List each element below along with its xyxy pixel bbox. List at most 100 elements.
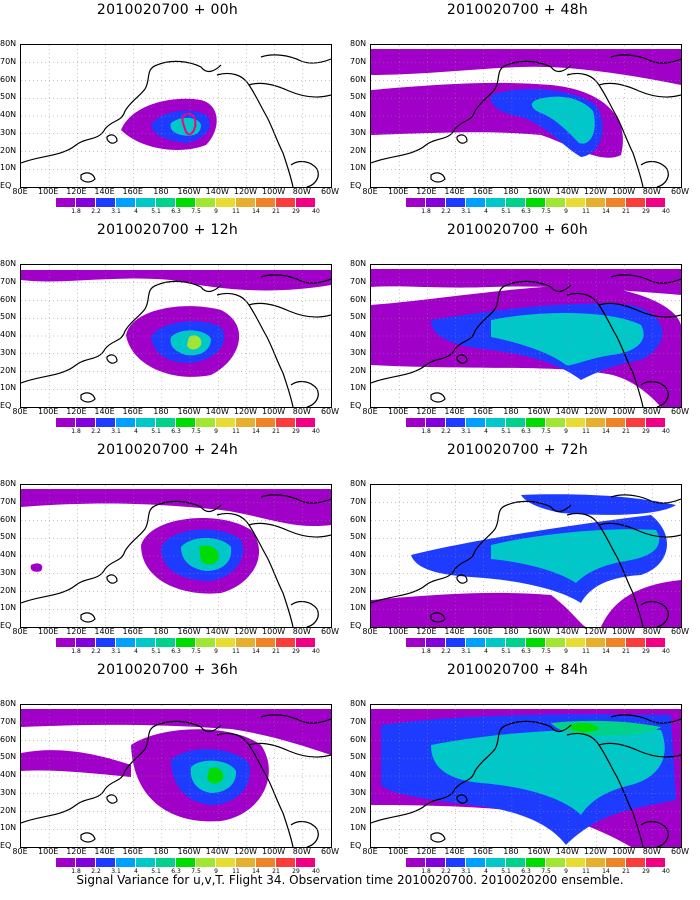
longitude-label: 100E	[388, 847, 409, 856]
longitude-label: 160E	[122, 627, 143, 636]
colorbar-cell	[116, 418, 136, 427]
variance-map	[21, 265, 331, 407]
colorbar-cell	[236, 858, 256, 867]
colorbar-cell	[196, 638, 216, 647]
latitude-label: EQ	[0, 401, 12, 410]
colorbar-cell	[196, 198, 216, 207]
colorbar	[406, 858, 666, 867]
latitude-label: 80N	[0, 39, 17, 48]
longitude-label: 120E	[416, 187, 437, 196]
variance-map	[21, 45, 331, 187]
longitude-label: 120E	[66, 627, 87, 636]
longitude-label: 100W	[262, 627, 286, 636]
colorbar-label: 5.1	[151, 868, 161, 875]
longitude-label: 140W	[205, 847, 229, 856]
panel-title: 2010020700 + 84h	[446, 662, 589, 678]
colorbar-cell	[626, 638, 646, 647]
colorbar-label: 6.3	[521, 868, 531, 875]
colorbar-label: 3.1	[461, 428, 471, 435]
longitude-label: 80E	[12, 187, 28, 196]
longitude-label: 140E	[444, 627, 465, 636]
colorbar-label: 11	[232, 868, 240, 875]
latitude-labels: 80N 70N 60N 50N 40N 30N 20N 10N EQ	[350, 480, 370, 630]
colorbar-label: 7.5	[191, 428, 201, 435]
colorbar-label: 6.3	[521, 428, 531, 435]
colorbar	[56, 858, 316, 867]
latitude-label: 50N	[0, 752, 17, 762]
colorbar-cell	[96, 198, 116, 207]
colorbar-cell	[606, 858, 626, 867]
panel-title: 2010020700 + 48h	[446, 2, 589, 18]
latitude-label: 20N	[350, 365, 367, 375]
longitude-label: 100W	[612, 407, 636, 416]
longitude-label: 140E	[94, 187, 115, 196]
longitude-label: 180	[153, 847, 169, 856]
longitude-label: 160E	[122, 407, 143, 416]
longitude-label: 120E	[416, 627, 437, 636]
colorbar-labels: 1.8 2.2 3.1 4 5.1 6.3 7.5 9 11 14 21 29 40	[56, 648, 320, 656]
latitude-label: 50N	[0, 312, 17, 322]
colorbar-cell	[296, 198, 316, 207]
colorbar-cell	[116, 638, 136, 647]
colorbar-cell	[156, 638, 176, 647]
colorbar-label: 9	[564, 648, 568, 655]
longitude-label: 100W	[262, 847, 286, 856]
colorbar-label: 3.1	[461, 868, 471, 875]
colorbar-label: 11	[232, 648, 240, 655]
colorbar-cell	[216, 858, 236, 867]
longitude-label: 160W	[527, 407, 551, 416]
longitude-label: 160E	[122, 187, 143, 196]
colorbar-label: 40	[662, 868, 670, 875]
longitude-label: 60W	[320, 847, 340, 856]
colorbar-cell	[256, 858, 276, 867]
colorbar-label: 9	[214, 648, 218, 655]
latitude-label: 10N	[350, 823, 367, 833]
coastline	[21, 494, 331, 627]
latitude-label: EQ	[0, 621, 12, 630]
colorbar-cell	[296, 638, 316, 647]
longitude-label: 120W	[233, 187, 258, 196]
map-panel-36h: 2010020700 + 36h 80N 70N 60N 50N 40N 30N 20N 10…	[0, 662, 339, 882]
colorbar-cell	[546, 198, 566, 207]
latitude-label: 30N	[350, 347, 367, 357]
map-frame	[20, 264, 332, 408]
colorbar-cell	[566, 418, 586, 427]
longitude-label: 120W	[583, 187, 608, 196]
longitude-labels: 80E 100E 120E 140E 160E 180 160W 140W 120W 100W 80…	[362, 187, 689, 197]
colorbar-label: 11	[232, 208, 240, 215]
longitude-label: 60W	[320, 407, 340, 416]
latitude-label: 40N	[350, 330, 367, 339]
map-panel-60h: 2010020700 + 60h 80N 70N 60N 50N 40N 30N 20N 10…	[350, 222, 689, 442]
colorbar-label: 4	[134, 868, 138, 875]
colorbar-cell	[176, 858, 196, 867]
longitude-label: 180	[503, 187, 519, 196]
colorbar-label: 5.1	[151, 208, 161, 215]
longitude-label: 160W	[527, 847, 551, 856]
colorbar-label: 11	[582, 648, 590, 655]
latitude-label: EQ	[350, 621, 362, 630]
colorbar-label: 3.1	[461, 648, 471, 655]
colorbar-cell	[466, 638, 486, 647]
colorbar-label: 1.8	[421, 648, 431, 655]
colorbar-cell	[136, 858, 156, 867]
latitude-label: 40N	[0, 550, 17, 559]
colorbar-label: 6.3	[171, 428, 181, 435]
colorbar-label: 7.5	[191, 648, 201, 655]
colorbar-cell	[196, 858, 216, 867]
colorbar-cell	[446, 638, 466, 647]
longitude-label: 120W	[233, 847, 258, 856]
longitude-label: 100W	[612, 627, 636, 636]
colorbar-cell	[116, 858, 136, 867]
longitude-label: 140E	[94, 627, 115, 636]
latitude-label: 80N	[350, 479, 367, 488]
colorbar-label: 40	[662, 648, 670, 655]
colorbar-cell	[216, 418, 236, 427]
colorbar-label: 3.1	[111, 868, 121, 875]
longitude-label: 180	[503, 407, 519, 416]
latitude-label: 30N	[350, 567, 367, 577]
latitude-label: 60N	[0, 514, 17, 524]
colorbar-cell	[646, 638, 666, 647]
variance-map	[371, 265, 681, 407]
colorbar-cell	[526, 858, 546, 867]
colorbar-label: 4	[484, 208, 488, 215]
